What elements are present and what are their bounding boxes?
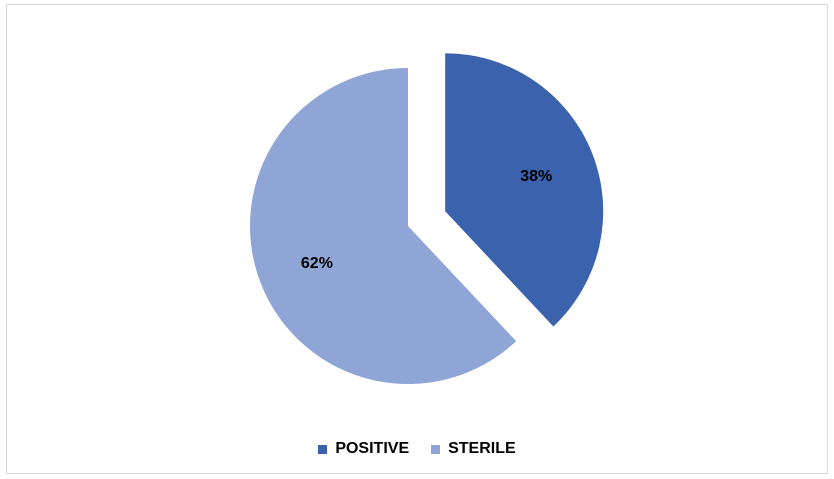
chart-legend: POSITIVE STERILE [0, 436, 834, 462]
legend-swatch-sterile [431, 444, 441, 454]
data-label-positive: 38% [520, 168, 552, 185]
legend-swatch-positive [318, 444, 328, 454]
legend-item-sterile: STERILE [431, 440, 516, 458]
legend-label-sterile: STERILE [448, 440, 516, 457]
data-label-sterile: 62% [301, 255, 333, 272]
legend-item-positive: POSITIVE [318, 440, 409, 458]
pie-slice-sterile [249, 68, 517, 384]
legend-label-positive: POSITIVE [335, 440, 410, 457]
pie-slice-positive [445, 53, 604, 327]
